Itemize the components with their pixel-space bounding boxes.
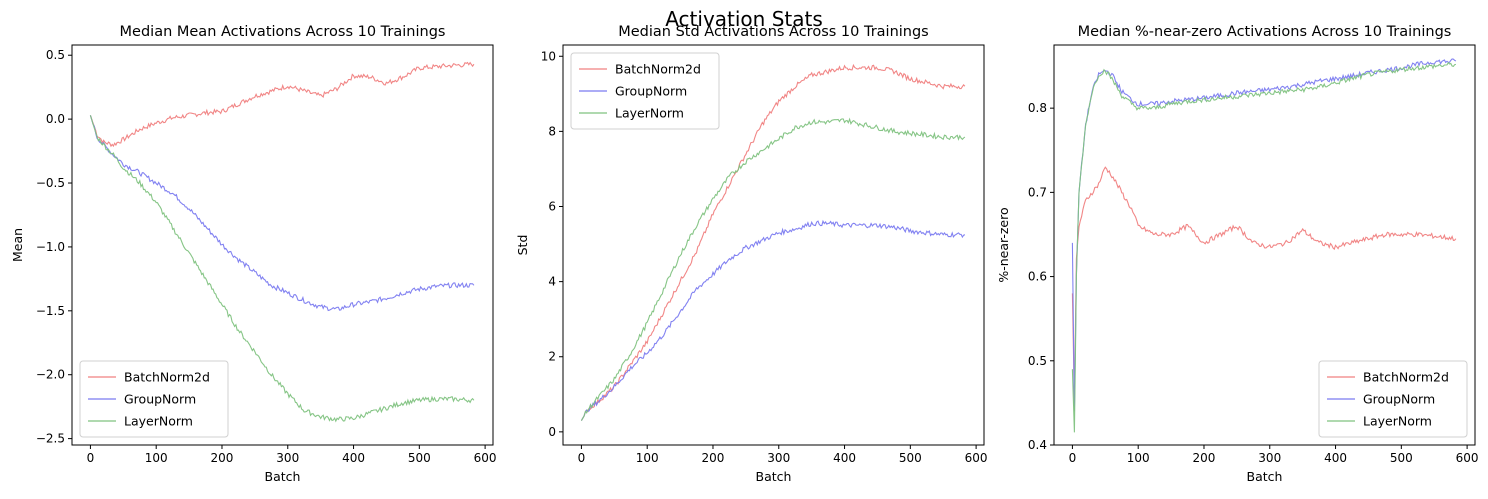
y-tick-label: 6 [548,200,556,214]
y-tick-label: −1.0 [36,240,65,254]
x-tick-label: 500 [899,451,922,465]
legend-label: LayerNorm [1363,414,1432,429]
y-tick-label: 0.6 [1028,270,1047,284]
x-tick-label: 500 [1390,451,1413,465]
legend: BatchNorm2d GroupNorm LayerNorm [1318,360,1468,438]
subplot-1: Median Mean Activations Across 10 Traini… [10,24,497,484]
subplot-title: Median Mean Activations Across 10 Traini… [120,24,446,40]
x-axis-label: Batch [1247,469,1283,484]
series-line-groupnorm [580,219,966,421]
y-tick-label: 0 [548,425,556,439]
series-line-layernorm [580,117,966,421]
series-line-batchnorm2d [1071,166,1457,403]
x-tick-label: 0 [578,451,586,465]
axes-frame [562,44,985,446]
y-tick-label: 0.5 [1028,354,1047,368]
series-line-batchnorm2d [580,63,966,421]
series-group [89,61,475,423]
legend-label: BatchNorm2d [124,370,210,385]
y-tick-label: 0.5 [46,48,65,62]
x-tick-label: 200 [1193,451,1216,465]
subplot-title: Median Std Activations Across 10 Trainin… [618,24,929,40]
x-tick-label: 100 [1127,451,1150,465]
y-tick-label: 8 [548,124,556,138]
y-tick-label: 2 [548,350,556,364]
y-tick-label: 0.8 [1028,101,1047,115]
y-axis-label: Mean [10,228,25,262]
x-tick-label: 400 [1324,451,1347,465]
x-tick-label: 400 [833,451,856,465]
y-tick-label: 0.7 [1028,185,1047,199]
legend-label: LayerNorm [615,106,684,121]
x-tick-label: 600 [965,451,988,465]
x-tick-label: 300 [767,451,790,465]
legend-label: BatchNorm2d [1363,370,1449,385]
figure-title: Activation Stats [665,7,823,31]
y-tick-label: −2.5 [36,432,65,446]
series-line-layernorm [89,115,475,423]
x-tick-label: 100 [636,451,659,465]
series-line-layernorm [1071,61,1457,433]
axes-frame [71,44,494,446]
x-tick-label: 600 [1456,451,1479,465]
y-tick-label: 10 [541,49,556,63]
axes-frame [1053,44,1476,446]
x-axis-label: Batch [756,469,792,484]
x-tick-label: 400 [342,451,365,465]
series-line-groupnorm [89,115,475,312]
x-tick-label: 100 [145,451,168,465]
legend: BatchNorm2d GroupNorm LayerNorm [570,52,720,130]
series-line-groupnorm [1071,58,1457,412]
y-tick-label: −1.5 [36,304,65,318]
legend: BatchNorm2d GroupNorm LayerNorm [79,360,229,438]
x-tick-label: 300 [276,451,299,465]
series-group [1071,58,1457,433]
y-tick-label: 0.4 [1028,438,1047,452]
y-tick-label: −2.0 [36,368,65,382]
y-axis-label: %-near-zero [996,207,1011,282]
y-tick-label: 4 [548,275,556,289]
series-group [580,63,966,421]
x-tick-label: 0 [1069,451,1077,465]
subplot-2: Median Std Activations Across 10 Trainin… [515,24,988,484]
legend-label: GroupNorm [124,392,196,407]
series-line-batchnorm2d [89,61,475,148]
subplot-3: Median %-near-zero Activations Across 10… [996,24,1479,484]
x-tick-label: 0 [87,451,95,465]
y-axis-label: Std [515,235,530,256]
x-tick-label: 200 [702,451,725,465]
legend-label: LayerNorm [124,414,193,429]
x-tick-label: 200 [211,451,234,465]
legend-label: GroupNorm [615,84,687,99]
x-tick-label: 300 [1258,451,1281,465]
subplot-title: Median %-near-zero Activations Across 10… [1078,24,1452,40]
legend-box [1318,360,1468,438]
legend-label: GroupNorm [1363,392,1435,407]
x-tick-label: 500 [408,451,431,465]
legend-label: BatchNorm2d [615,62,701,77]
y-tick-label: 0.0 [46,112,65,126]
x-axis-label: Batch [265,469,301,484]
x-tick-label: 600 [474,451,497,465]
y-tick-label: −0.5 [36,176,65,190]
legend-box [570,52,720,130]
legend-box [79,360,229,438]
